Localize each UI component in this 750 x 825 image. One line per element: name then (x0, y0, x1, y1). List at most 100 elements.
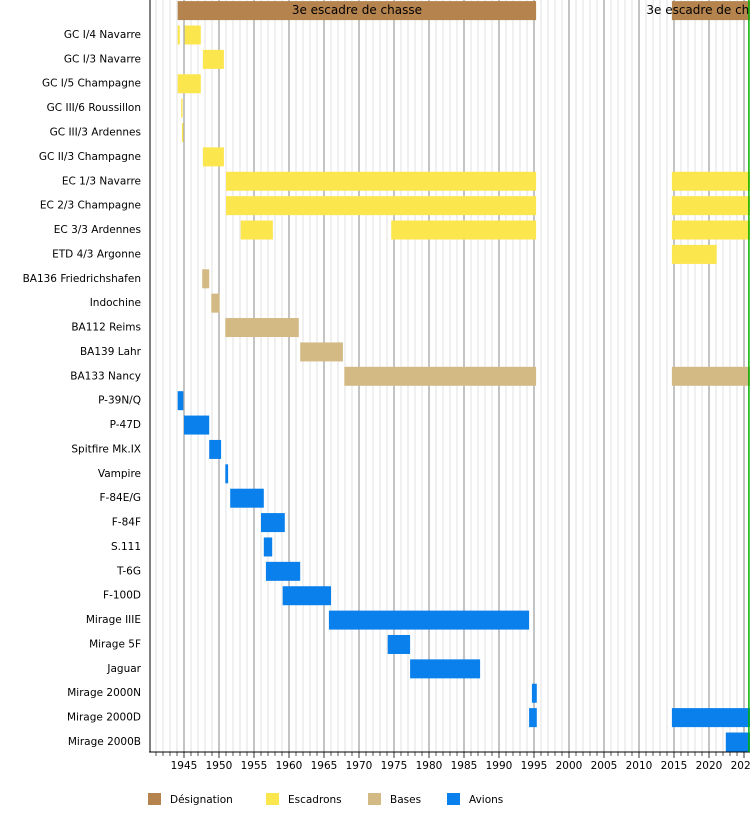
legend-item: Désignation (148, 793, 233, 806)
bar (226, 196, 537, 216)
category-label: GC II/3 Champagne (39, 151, 141, 163)
category-label: Mirage 2000N (67, 687, 141, 699)
legend-label: Bases (390, 794, 421, 806)
bar-label: 3e escadre de chasse (646, 3, 750, 17)
bar (177, 74, 201, 94)
category-label: BA136 Friedrichshafen (23, 273, 141, 285)
bar (225, 464, 229, 484)
x-tick-label: 1945 (171, 760, 198, 772)
bar (226, 171, 537, 191)
category-label: S.111 (111, 541, 141, 553)
legend-item: Bases (368, 793, 421, 806)
bar (531, 683, 537, 703)
legend-label: Avions (469, 794, 503, 806)
category-label: F-100D (103, 590, 141, 602)
bar (671, 708, 750, 728)
bar (202, 269, 210, 289)
category-label: GC I/5 Champagne (42, 78, 141, 90)
bar (265, 561, 301, 581)
category-label: Mirage 5F (89, 638, 141, 650)
bar (181, 123, 184, 142)
bar (671, 220, 750, 240)
bar (671, 244, 717, 264)
legend-swatch (447, 793, 460, 805)
x-tick-label: 1950 (206, 760, 233, 772)
bar (177, 25, 180, 45)
category-label: F-84F (112, 517, 141, 529)
bar (211, 293, 220, 313)
x-tick-label: 1970 (346, 760, 373, 772)
category-label: EC 1/3 Navarre (62, 175, 141, 187)
category-label: Mirage 2000B (68, 736, 141, 748)
bar (282, 586, 331, 606)
bar (177, 1, 537, 21)
x-tick-label: 1975 (381, 760, 408, 772)
bar (344, 366, 537, 386)
legend-swatch (368, 793, 381, 805)
bar (184, 25, 201, 45)
bar (209, 439, 222, 459)
x-tick-label: 1960 (276, 760, 303, 772)
x-tick-label: 2010 (626, 760, 653, 772)
bar (725, 732, 750, 752)
category-label: Mirage 2000D (67, 712, 141, 724)
bar (671, 1, 750, 21)
category-label: BA112 Reims (71, 322, 141, 334)
bar (181, 98, 183, 118)
x-tick-label: 2000 (556, 760, 583, 772)
x-tick-label: 2020 (696, 760, 723, 772)
category-label: BA139 Lahr (80, 346, 142, 358)
x-tick-label: 2005 (591, 760, 618, 772)
bar (202, 49, 224, 69)
bar (261, 513, 285, 533)
x-tick-label: 1980 (416, 760, 443, 772)
category-label: EC 3/3 Ardennes (54, 224, 141, 236)
bar-label: 3e escadre de chasse (292, 3, 422, 17)
category-label: GC I/4 Navarre (64, 29, 141, 41)
bar (263, 537, 273, 557)
category-label: GC III/6 Roussillon (47, 102, 141, 114)
bar (671, 171, 750, 191)
category-label: EC 2/3 Champagne (40, 200, 141, 212)
legend-label: Désignation (170, 794, 233, 806)
category-label: P-47D (110, 419, 141, 431)
category-label: T-6G (116, 565, 141, 577)
category-label: ETD 4/3 Argonne (52, 248, 141, 260)
bar (391, 220, 537, 240)
bar (529, 708, 537, 728)
category-label: GC I/3 Navarre (64, 53, 141, 65)
legend-item: Avions (447, 793, 503, 806)
bar (671, 366, 750, 386)
x-tick-label: 1955 (241, 760, 268, 772)
category-label: BA133 Nancy (70, 370, 141, 382)
x-tick-label: 1990 (486, 760, 513, 772)
bar (184, 415, 210, 435)
category-label: Mirage IIIE (86, 614, 141, 626)
legend-item: Escadrons (266, 793, 342, 806)
category-label: Vampire (98, 468, 141, 480)
category-label: GC III/3 Ardennes (50, 127, 141, 139)
category-label: F-84E/G (100, 492, 142, 504)
category-label: Jaguar (106, 663, 141, 675)
legend-swatch (266, 793, 279, 805)
bar (177, 391, 184, 411)
x-tick-label: 1965 (311, 760, 338, 772)
x-tick-label: 2015 (661, 760, 688, 772)
bar (410, 659, 481, 679)
bar (202, 147, 224, 167)
legend-swatch (148, 793, 161, 805)
category-label: P-39N/Q (98, 395, 141, 407)
bar (671, 196, 750, 216)
category-label: Indochine (90, 297, 141, 309)
legend-label: Escadrons (288, 794, 342, 806)
bar (300, 342, 343, 362)
bar (230, 488, 264, 508)
bar (328, 610, 530, 630)
bar (225, 318, 299, 338)
x-tick-label: 1995 (521, 760, 548, 772)
category-label: Spitfire Mk.IX (71, 443, 141, 455)
x-tick-label: 2025 (731, 760, 750, 772)
x-tick-label: 1985 (451, 760, 478, 772)
bar (240, 220, 273, 240)
